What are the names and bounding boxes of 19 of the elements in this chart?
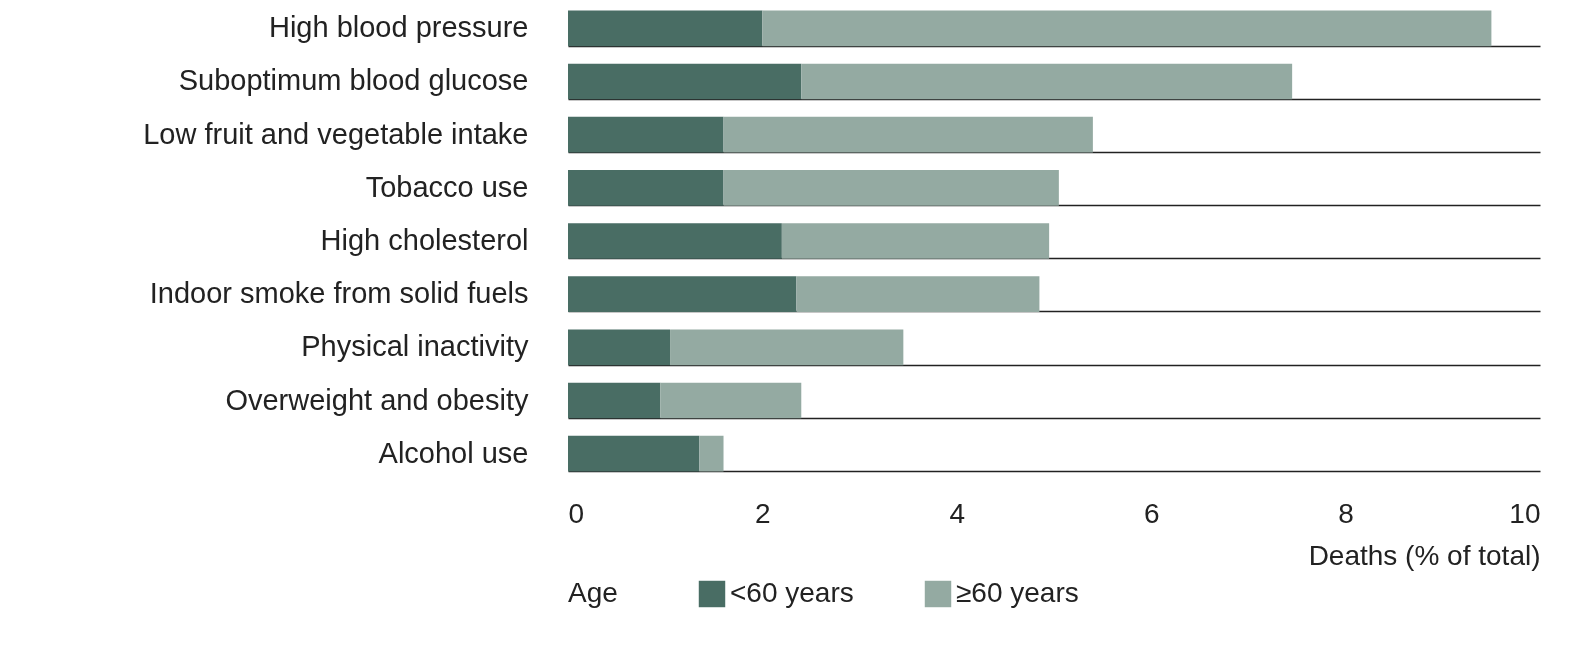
x-axis-title: Deaths (% of total) [1308,539,1541,571]
legend-title: Age [568,577,618,608]
x-tick-label: 8 [1338,497,1354,529]
y-tick-label: Tobacco use [365,170,529,203]
y-tick-label: Physical inactivity [301,330,529,363]
x-tick-label: 0 [568,497,585,529]
y-tick-label: Indoor smoke from solid fuels [149,277,529,310]
y-tick-label: Suboptimum blood glucose [178,64,529,97]
y-tick-label: High blood pressure [268,11,529,44]
x-tick-label: 10 [1509,497,1541,529]
legend-label: ≥60 years [956,577,1079,608]
legend-label: <60 years [730,577,854,608]
y-tick-label: Alcohol use [378,436,529,469]
y-tick-label: Low fruit and vegetable intake [143,117,529,150]
x-tick-label: 4 [949,497,966,529]
y-tick-label: Overweight and obesity [225,383,529,416]
x-tick-label: 6 [1143,497,1160,529]
y-tick-label: High cholesterol [320,224,529,256]
x-tick-label: 2 [755,497,771,529]
